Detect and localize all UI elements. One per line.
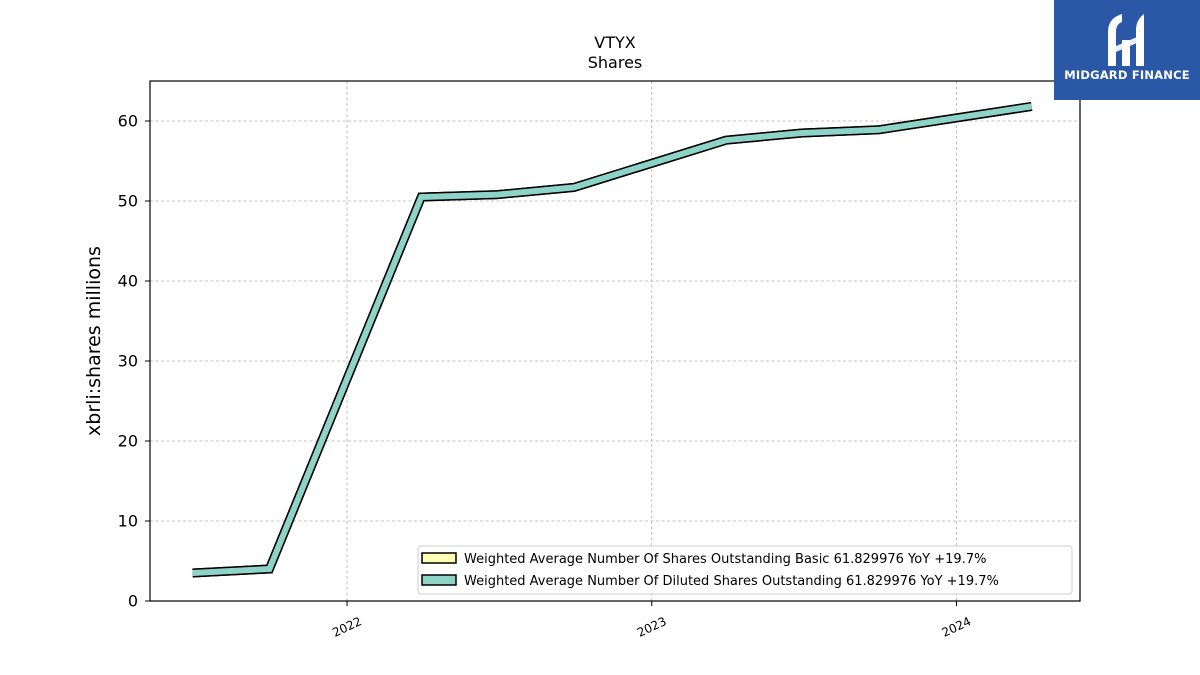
y-tick-label: 0 xyxy=(128,592,138,611)
logo-mark-icon xyxy=(1108,14,1144,66)
legend-label: Weighted Average Number Of Shares Outsta… xyxy=(464,552,986,567)
plot-frame xyxy=(149,80,1081,602)
series-layer xyxy=(192,101,1033,578)
y-tick-label: 30 xyxy=(118,352,138,371)
y-tick-label: 50 xyxy=(118,192,138,211)
x-tick-label: 2023 xyxy=(635,614,669,640)
legend-label: Weighted Average Number Of Diluted Share… xyxy=(464,574,999,589)
series-line-1 xyxy=(192,103,1033,576)
legend-swatch xyxy=(421,574,457,586)
legend: Weighted Average Number Of Shares Outsta… xyxy=(417,545,1073,595)
midgard-finance-logo: MIDGARD FINANCE xyxy=(1054,0,1200,100)
y-tick-label: 40 xyxy=(118,272,138,291)
y-tick-label: 60 xyxy=(118,112,138,131)
axes: 0 10 20 30 40 50 60 2022 2023 2024 xyxy=(118,112,974,640)
x-tick-label: 2022 xyxy=(330,614,364,640)
legend-swatch xyxy=(421,552,457,564)
y-axis-label: xbrli:shares millions xyxy=(83,246,105,436)
chart-subtitle: Shares xyxy=(588,53,643,72)
y-tick-label: 10 xyxy=(118,512,138,531)
grid xyxy=(150,81,1080,602)
x-tick-label: 2024 xyxy=(940,614,974,640)
legend-box xyxy=(417,545,1073,595)
y-tick-label: 20 xyxy=(118,432,138,451)
chart-title: VTYX xyxy=(594,33,635,52)
logo-text: MIDGARD FINANCE xyxy=(1064,68,1190,82)
